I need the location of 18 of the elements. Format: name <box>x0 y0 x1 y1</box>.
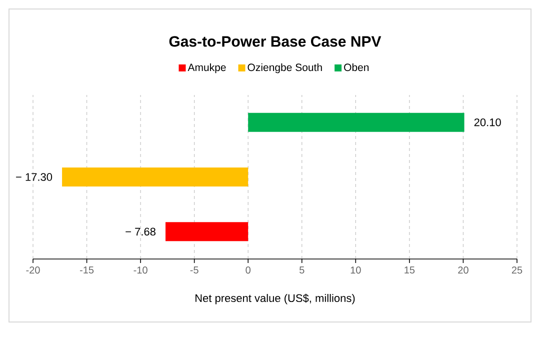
x-tick-label: 15 <box>404 266 415 274</box>
x-tick-label: -5 <box>190 266 198 274</box>
x-tick-label: 20 <box>458 266 468 274</box>
x-tick-label: 10 <box>350 266 361 274</box>
data-label: 20.10 <box>474 118 501 126</box>
x-tick-label: -10 <box>134 266 148 274</box>
x-tick-label: 0 <box>246 266 251 274</box>
data-label: − 7.68 <box>126 228 156 236</box>
x-tick-label: 5 <box>300 266 304 274</box>
data-label: − 17.30 <box>16 173 52 181</box>
x-axis-title: Net present value (US$, millions) <box>196 294 355 304</box>
x-tick-label: -20 <box>26 266 40 274</box>
chart-title: Gas-to-Power Base Case NPV <box>169 36 382 47</box>
legend-label: Oben <box>344 63 369 72</box>
x-tick-label: 25 <box>512 266 522 274</box>
legend-label: Oziengbe South <box>248 63 322 74</box>
legend-label: Amukpe <box>188 63 226 74</box>
x-tick-label: -15 <box>80 266 94 274</box>
